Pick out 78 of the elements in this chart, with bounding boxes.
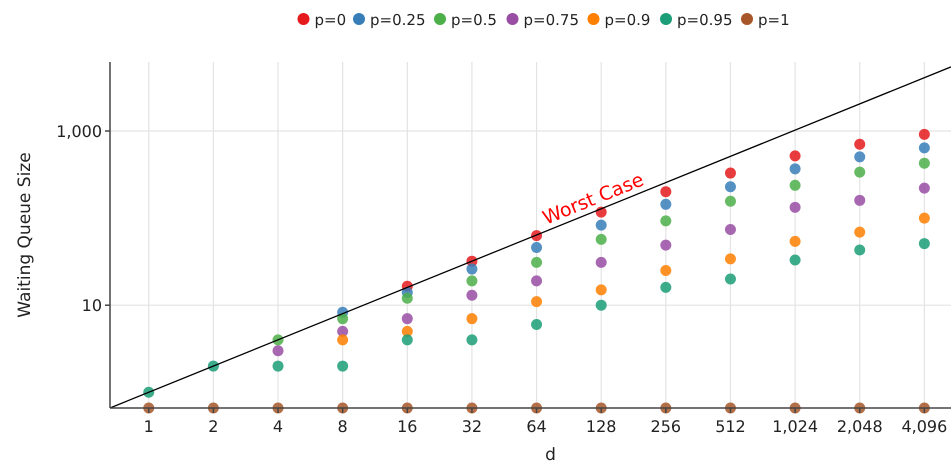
x-tick-label: 256 xyxy=(650,417,682,436)
point xyxy=(272,360,284,372)
point xyxy=(724,224,736,235)
x-tick-label: 1 xyxy=(144,417,154,436)
point xyxy=(337,360,348,372)
point xyxy=(790,163,801,174)
legend-label: p=0.75 xyxy=(524,11,579,29)
point xyxy=(790,236,801,247)
point xyxy=(724,253,736,264)
point xyxy=(790,150,801,162)
point xyxy=(918,158,930,169)
point xyxy=(918,182,930,194)
point xyxy=(918,142,930,154)
point xyxy=(724,196,736,207)
point xyxy=(660,265,672,276)
point xyxy=(854,226,866,238)
point xyxy=(724,168,736,179)
legend-label: p=0.5 xyxy=(451,11,497,29)
x-tick-label: 1,024 xyxy=(772,417,818,436)
point xyxy=(918,212,930,224)
point xyxy=(466,290,478,301)
point xyxy=(596,234,607,245)
point xyxy=(596,300,607,311)
point xyxy=(531,275,542,286)
point xyxy=(854,244,866,256)
x-tick-label: 2,048 xyxy=(836,417,883,436)
point xyxy=(596,220,607,231)
x-tick-label: 512 xyxy=(715,417,746,436)
point xyxy=(854,194,866,206)
point xyxy=(402,334,413,346)
point xyxy=(918,128,930,140)
point xyxy=(466,264,478,275)
x-tick-label: 4,096 xyxy=(901,417,948,436)
point xyxy=(724,273,736,284)
legend-label: p=0.25 xyxy=(370,11,426,29)
x-tick-label: 128 xyxy=(586,417,616,436)
point xyxy=(531,319,542,330)
point xyxy=(531,296,542,308)
point xyxy=(596,284,607,296)
point xyxy=(337,334,348,346)
x-tick-label: 64 xyxy=(526,417,547,436)
point xyxy=(790,254,801,266)
y-axis-title: Waiting Queue Size xyxy=(15,152,35,318)
point xyxy=(918,238,930,250)
x-tick-label: 16 xyxy=(397,417,418,436)
x-tick-label: 8 xyxy=(338,417,348,436)
point xyxy=(854,166,866,178)
point xyxy=(466,334,478,346)
legend-label: p=0.9 xyxy=(604,11,650,29)
point xyxy=(854,138,866,150)
x-axis-title: d xyxy=(545,445,556,464)
legend-label: p=0.95 xyxy=(677,11,732,29)
point xyxy=(337,313,348,324)
point xyxy=(790,180,801,191)
legend-label: p=1 xyxy=(758,11,790,29)
point xyxy=(402,292,413,304)
point xyxy=(660,240,672,251)
point xyxy=(466,275,478,286)
point xyxy=(724,181,736,192)
x-tick-label: 2 xyxy=(208,417,218,436)
annotation: Worst Case xyxy=(540,168,647,230)
point xyxy=(531,256,542,268)
point xyxy=(272,345,284,356)
point xyxy=(660,282,672,293)
point xyxy=(660,215,672,226)
point xyxy=(596,256,607,268)
point xyxy=(790,202,801,213)
y-tick-label: 1,000 xyxy=(56,122,102,142)
point xyxy=(854,151,866,162)
point xyxy=(660,186,672,198)
y-tick-label: 10 xyxy=(82,296,102,316)
point xyxy=(402,313,413,324)
x-tick-label: 4 xyxy=(272,417,284,436)
point xyxy=(660,198,672,210)
point xyxy=(531,242,542,253)
x-tick-label: 32 xyxy=(462,417,482,436)
legend-label: p=0 xyxy=(314,11,346,29)
point xyxy=(466,313,478,324)
